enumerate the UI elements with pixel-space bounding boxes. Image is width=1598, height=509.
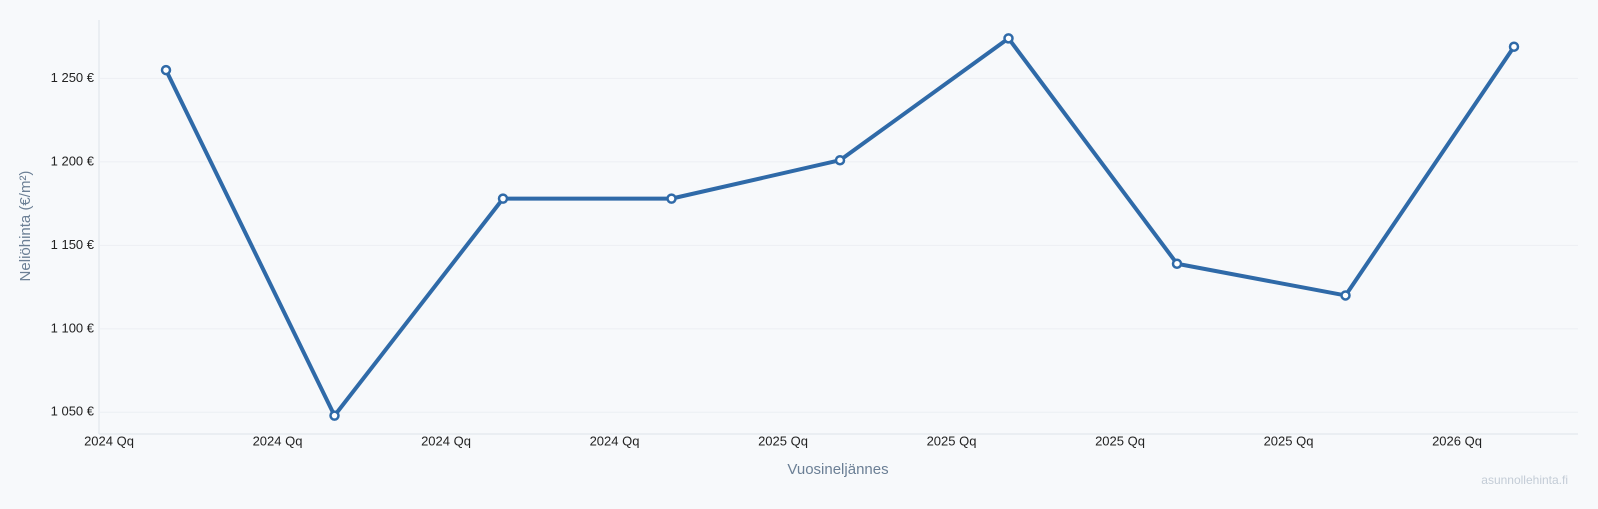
watermark: asunnollehinta.fi	[1481, 473, 1568, 487]
x-tick-label: 2025 Qq	[1264, 433, 1314, 448]
y-axis-title: Neliöhinta (€/m²)	[17, 171, 34, 282]
x-axis-title: Vuosineljännes	[787, 461, 888, 478]
point	[1171, 258, 1183, 269]
point	[329, 410, 340, 421]
x-tick-label: 2024 Qq	[84, 433, 134, 448]
y-tick-label: 1 050 €	[51, 404, 95, 419]
x-tick-label: 2024 Qq	[253, 433, 303, 448]
x-tick-label: 2025 Qq	[1095, 433, 1145, 448]
y-tick-label: 1 200 €	[51, 153, 95, 168]
x-tick-label: 2024 Qq	[421, 433, 471, 448]
y-tick-label: 1 250 €	[51, 70, 95, 85]
y-tick-label: 1 100 €	[51, 320, 95, 335]
line	[164, 36, 1516, 418]
x-tick-label: 2025 Qq	[927, 433, 977, 448]
point	[834, 154, 846, 166]
y-tick-label: 1 150 €	[51, 237, 95, 252]
point	[666, 193, 677, 204]
x-tick-label: 2024 Qq	[590, 433, 640, 448]
point	[1508, 41, 1520, 52]
x-tick-label: 2026 Qq	[1432, 433, 1482, 448]
point	[1340, 290, 1351, 301]
x-tick-label: 2025 Qq	[758, 433, 808, 448]
point	[497, 193, 509, 204]
point	[1003, 33, 1014, 44]
point	[160, 64, 172, 76]
